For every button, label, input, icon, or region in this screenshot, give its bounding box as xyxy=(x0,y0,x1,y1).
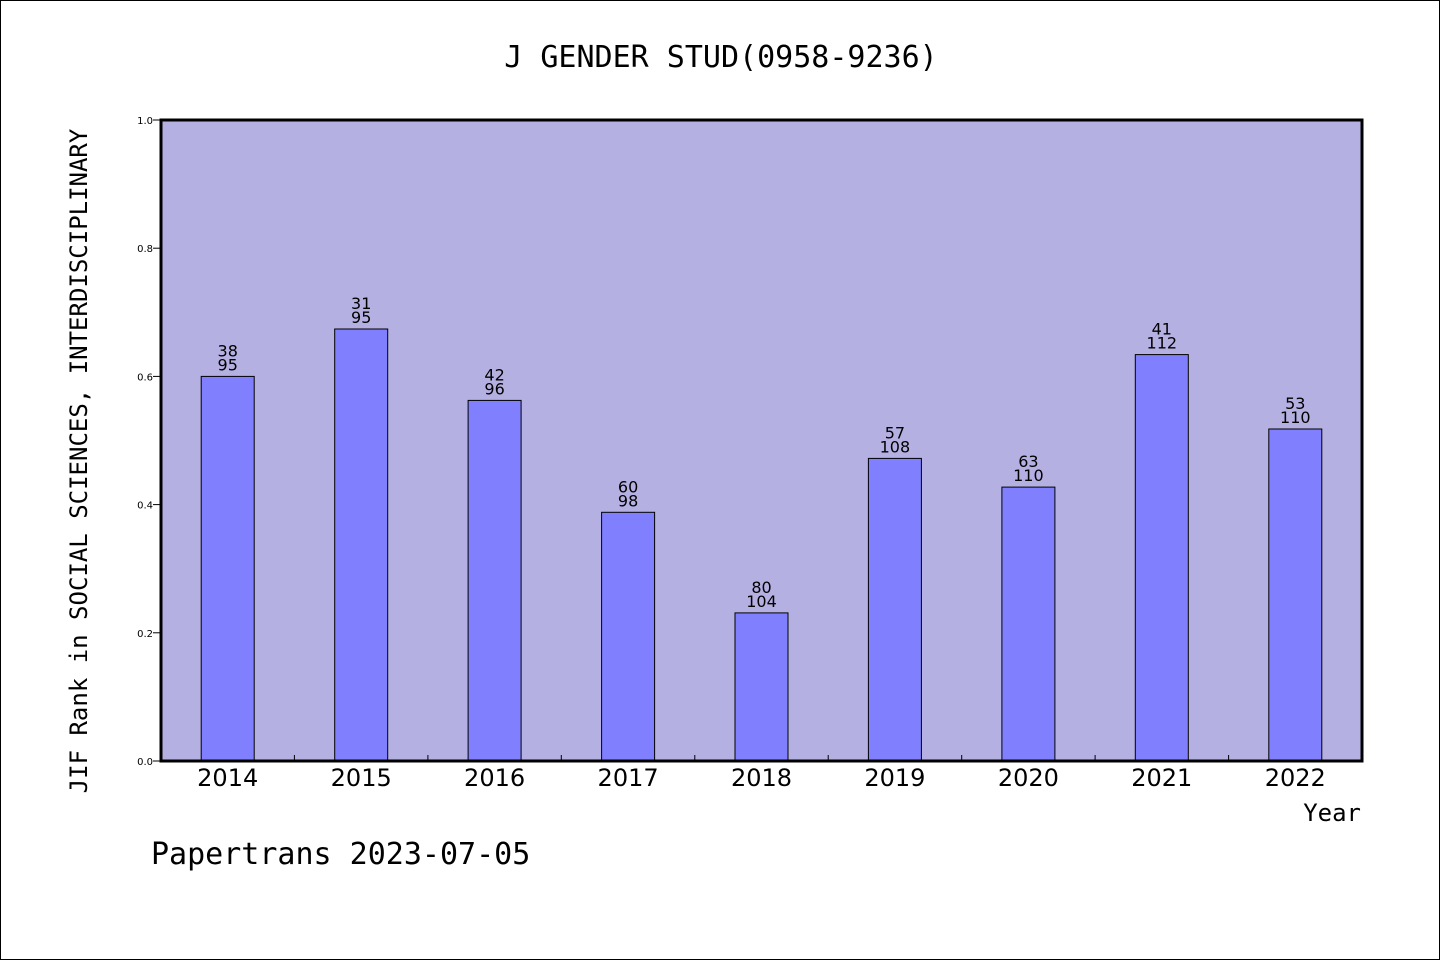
x-tick-label-2017: 2017 xyxy=(598,764,659,792)
bar-2017 xyxy=(601,511,656,762)
x-tick-label-2019: 2019 xyxy=(864,764,925,792)
x-axis-label: Year xyxy=(1303,799,1361,827)
bar-label-top-2020: 63 xyxy=(1018,452,1038,471)
bar-2020 xyxy=(1001,486,1056,762)
bar-2015 xyxy=(334,328,389,762)
x-axis-ticks: 2014 2015 2016 2017 2018 2019 2020 2021 2022 xyxy=(197,755,1326,792)
bar-label-bottom-2017: 98 xyxy=(618,491,638,510)
x-tick-label-2018: 2018 xyxy=(731,764,792,792)
bar-label-top-2022: 53 xyxy=(1285,394,1305,413)
bar-label-top-2018: 80 xyxy=(751,578,771,597)
bar-2021 xyxy=(1134,354,1189,762)
bar-2022 xyxy=(1268,428,1323,762)
x-tick-label-2021: 2021 xyxy=(1131,764,1192,792)
footer-text: Papertrans 2023-07-05 xyxy=(151,837,530,872)
y-tick-label-0.8: 0.8 xyxy=(137,244,153,255)
y-tick-label-0.0: 0.0 xyxy=(137,757,153,768)
bar-label-bottom-2015: 95 xyxy=(351,308,371,327)
y-axis-label: JIF Rank in SOCIAL SCIENCES, INTERDISCIP… xyxy=(65,128,93,793)
y-tick-label-0.2: 0.2 xyxy=(137,629,153,640)
bar-2016 xyxy=(467,399,522,762)
x-tick-label-2022: 2022 xyxy=(1265,764,1326,792)
bar-label-bottom-2021: 112 xyxy=(1147,334,1178,353)
bar-label-bottom-2016: 96 xyxy=(484,379,504,398)
bar-label-top-2014: 38 xyxy=(218,341,238,360)
x-tick-label-2014: 2014 xyxy=(197,764,258,792)
x-tick-label-2020: 2020 xyxy=(998,764,1059,792)
bar-2014 xyxy=(200,375,255,762)
y-tick-label-0.6: 0.6 xyxy=(137,372,153,383)
bar-label-bottom-2020: 110 xyxy=(1013,466,1044,485)
y-tick-label-1.0: 1.0 xyxy=(137,116,153,127)
bar-label-bottom-2014: 95 xyxy=(218,355,238,374)
bar-label-bottom-2018: 104 xyxy=(746,592,777,611)
bars-group xyxy=(200,328,1323,762)
bar-label-top-2016: 42 xyxy=(484,365,504,384)
bar-label-top-2015: 31 xyxy=(351,294,371,313)
bar-label-bottom-2022: 110 xyxy=(1280,408,1311,427)
bar-label-top-2017: 60 xyxy=(618,477,638,496)
y-axis-ticks: 0.0 0.2 0.4 0.6 0.8 1.0 xyxy=(137,116,161,768)
bar-2018 xyxy=(734,612,789,762)
x-tick-label-2016: 2016 xyxy=(464,764,525,792)
y-tick-label-0.4: 0.4 xyxy=(137,501,153,512)
bar-label-bottom-2019: 108 xyxy=(880,437,911,456)
chart-title: J GENDER STUD(0958-9236) xyxy=(504,40,937,75)
x-tick-label-2015: 2015 xyxy=(331,764,392,792)
bar-label-top-2021: 41 xyxy=(1152,320,1172,339)
bar-label-top-2019: 57 xyxy=(885,423,905,442)
bar-2019 xyxy=(867,457,922,762)
plot-border xyxy=(159,118,1364,763)
bar-labels-group: 3895319542966098801045710863110411125311… xyxy=(218,294,1311,611)
